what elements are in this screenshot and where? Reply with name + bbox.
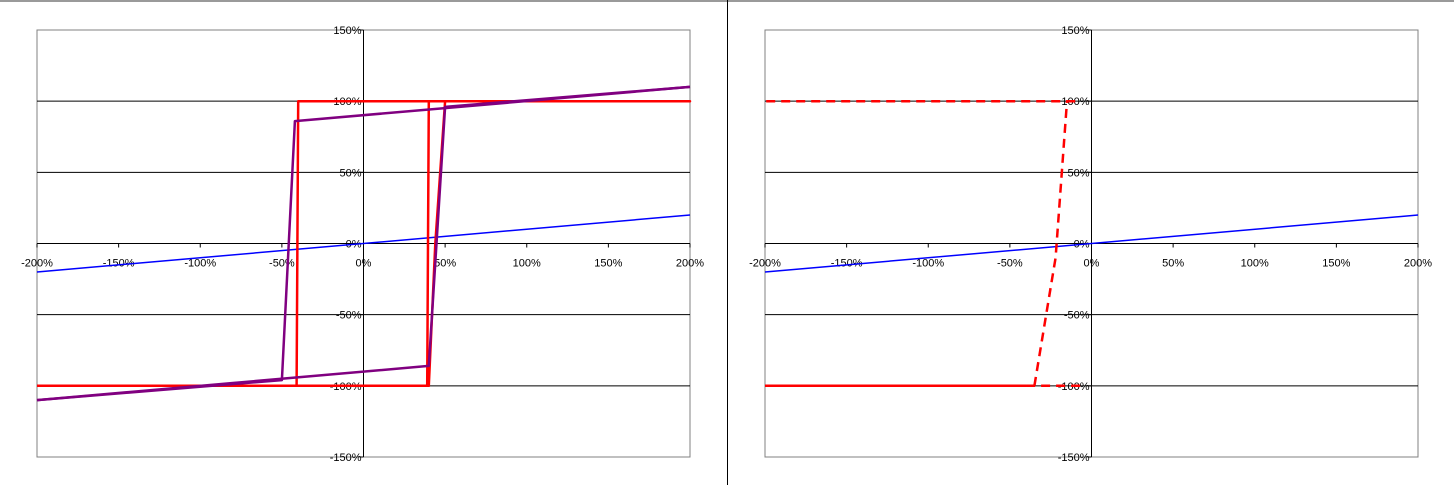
x-tick-label: 200% (676, 258, 704, 270)
x-tick-label: -200% (749, 258, 781, 270)
y-tick-label: 150% (1061, 25, 1089, 37)
x-tick-label: -100% (912, 258, 944, 270)
series-line-4 (36, 85, 691, 402)
y-tick-label: 50% (1067, 167, 1089, 179)
x-tick-label: 150% (1322, 258, 1350, 270)
panel-divider (727, 0, 728, 485)
y-tick-label: 150% (333, 25, 361, 37)
chart-right: -200% -150% -100% -50% 0% 50% 100% 150% 200% 150%… (749, 25, 1432, 464)
x-tick-label: 100% (1241, 258, 1269, 270)
chart-left: -200% -150% -100% -50% 0% 50% 100% 150% 200% 150%… (21, 25, 704, 464)
x-tick-label: 150% (594, 258, 622, 270)
x-tick-label: -100% (184, 258, 216, 270)
y-tick-label: -50% (1064, 310, 1090, 322)
x-tick-label: 50% (434, 258, 456, 270)
x-tick-label: -150% (103, 258, 135, 270)
x-tick-label: -150% (831, 258, 863, 270)
y-tick-label: -50% (336, 310, 362, 322)
series-line-0 (36, 214, 691, 273)
x-tick-label: 200% (1404, 258, 1432, 270)
x-tick-label: 50% (1162, 258, 1184, 270)
x-tick-label: -50% (997, 258, 1023, 270)
y-tick-label: -150% (330, 452, 362, 464)
y-tick-label: -150% (1058, 452, 1090, 464)
x-tick-label: 0% (356, 258, 372, 270)
x-tick-label: 0% (1084, 258, 1100, 270)
x-tick-label: -200% (21, 258, 53, 270)
x-tick-label: 100% (513, 258, 541, 270)
series-line-0 (764, 214, 1419, 273)
y-tick-label: 50% (339, 167, 361, 179)
y-tick-label: 100% (1061, 96, 1089, 108)
